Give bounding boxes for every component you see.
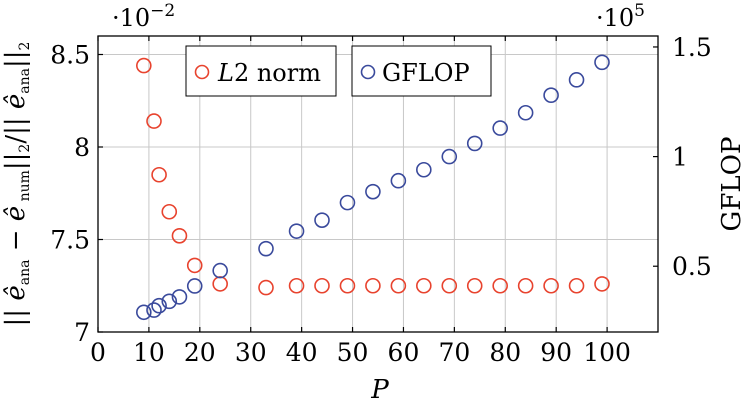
legend-entry-gflop: GFLOP [351,45,492,97]
y-right-tick-label: 1 [672,143,688,172]
point-gflop [171,289,188,305]
legend: L2 norm GFLOP [185,45,492,97]
x-tick-label: 60 [388,338,420,367]
point-gflop [161,293,178,310]
point-l2-norm [568,277,585,294]
point-l2-norm [390,277,407,294]
x-tick-label: 40 [286,338,318,367]
point-l2-norm [594,276,610,292]
point-gflop [492,120,508,136]
point-l2-norm [517,277,534,294]
x-tick-label: 90 [540,338,572,367]
point-l2-norm [288,277,305,294]
point-l2-norm [151,166,167,183]
x-tick-label: 70 [438,338,470,367]
point-l2-norm [171,228,188,244]
legend-marker-l2-norm [194,64,210,80]
legend-box-l2-norm [185,45,337,97]
left-scale-factor: ·10−2 [112,1,175,32]
point-l2-norm [441,277,458,294]
y-left-tick-label: 7 [74,318,90,347]
data-points [136,54,610,321]
point-l2-norm [416,277,432,294]
point-gflop [568,72,585,88]
y-right-tick-label: 0.5 [672,252,712,281]
point-gflop [517,104,534,121]
point-l2-norm [186,257,203,274]
point-gflop [339,194,356,211]
point-gflop [416,161,432,178]
legend-marker-gflop [360,64,376,80]
point-gflop [258,240,274,257]
point-gflop [365,183,381,200]
point-gflop [441,148,458,165]
legend-entry-l2-norm: L2 norm [185,45,337,97]
x-tick-label: 50 [337,338,369,367]
point-gflop [466,135,483,152]
y-left-tick-label: 7.5 [50,226,90,255]
point-l2-norm [258,279,274,296]
right-scale-factor: ·105 [596,1,645,32]
y-axis-label-right: GFLOP [717,137,747,232]
y-left-tick-label: 8 [74,133,90,162]
point-l2-norm [161,203,178,220]
point-l2-norm [365,277,381,294]
point-gflop [186,278,203,294]
point-l2-norm [492,277,508,294]
point-gflop [146,302,162,318]
y-right-tick-label: 1.5 [672,33,712,62]
x-tick-label: 30 [235,338,267,367]
point-l2-norm [339,277,356,294]
point-l2-norm [146,113,162,129]
point-gflop [543,87,559,103]
x-tick-label: 80 [489,338,521,367]
point-gflop [390,172,407,189]
point-gflop [314,212,330,228]
x-axis-label: P [370,375,389,405]
point-l2-norm [136,57,152,74]
legend-label-l2-norm: L2 norm [217,59,321,87]
x-tick-label: 100 [583,338,631,367]
x-tick-label: 0 [90,338,106,367]
point-gflop [151,297,167,314]
point-l2-norm [212,276,228,292]
plot-frame [97,35,659,333]
y-left-tick-label: 8.5 [50,41,90,70]
point-l2-norm [466,277,483,294]
axis-ticks: 0 10 20 30 40 50 60 70 80 90 100 7 7.5 8 8.5 0.5 1 1.5 [50,33,712,367]
x-tick-label: 20 [184,338,216,367]
point-gflop [136,304,152,321]
point-l2-norm [314,277,330,294]
point-gflop [594,54,610,71]
point-gflop [288,223,305,239]
point-gflop [212,262,228,279]
y-axis-label-left: || êana − ê num||2/|| êana||2 [1,42,33,327]
point-l2-norm [543,277,559,294]
x-tick-label: 10 [133,338,165,367]
legend-label-gflop: GFLOP [382,59,470,87]
